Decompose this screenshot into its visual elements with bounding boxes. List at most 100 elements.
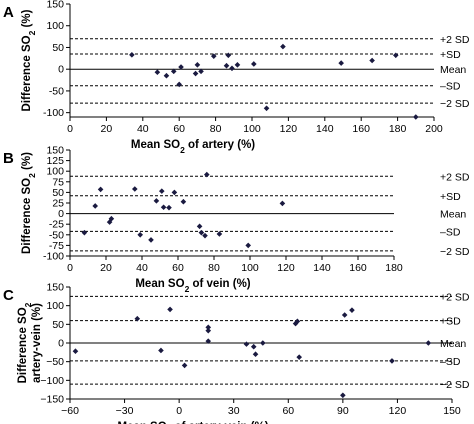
y-tick-label: −100 (40, 375, 64, 387)
y-tick-label: 50 (52, 42, 64, 54)
x-tick-label: 20 (100, 262, 112, 274)
y-tick-label: −50 (46, 356, 64, 368)
reference-line-label: +SD (440, 316, 461, 328)
data-point (106, 219, 113, 225)
data-point (81, 229, 88, 236)
data-point (180, 198, 187, 205)
y-tick-label: 0 (58, 338, 64, 350)
x-tick-label: 90 (337, 405, 349, 417)
y-tick-label: 100 (46, 20, 64, 32)
y-tick-label: -50 (49, 85, 64, 97)
data-point (349, 307, 355, 313)
y-axis-title: Difference SO2 (17, 302, 33, 383)
x-tick-label: 160 (352, 123, 370, 135)
x-tick-label: 120 (277, 262, 295, 274)
data-point (154, 69, 161, 76)
data-point (198, 68, 204, 75)
data-point (198, 229, 205, 236)
y-tick-label: -100 (43, 107, 64, 119)
data-point (425, 340, 432, 346)
data-point (171, 189, 178, 196)
data-point (216, 231, 223, 237)
y-tick-label: 100 (46, 166, 64, 178)
y-tick-label: 150 (46, 0, 64, 11)
data-point (250, 343, 257, 350)
data-point (243, 341, 250, 347)
x-tick-label: 0 (176, 405, 182, 417)
data-point (229, 65, 235, 72)
x-tick-label: 40 (136, 262, 148, 274)
x-tick-label: 200 (425, 123, 443, 135)
data-point (167, 306, 173, 313)
data-point (338, 60, 344, 66)
data-point (251, 61, 257, 67)
y-tick-label: 75 (52, 176, 64, 188)
panel-letter: C (3, 287, 14, 304)
x-tick-label: 120 (389, 405, 407, 417)
data-point (392, 52, 399, 59)
y-tick-label: -75 (49, 240, 64, 252)
data-point (159, 188, 165, 194)
data-point (234, 62, 241, 68)
data-point (205, 324, 212, 331)
x-tick-label: 120 (280, 123, 298, 135)
data-point (132, 186, 138, 192)
data-point (205, 338, 212, 344)
x-tick-label: 60 (282, 405, 294, 417)
reference-line-label: +2 SD (440, 291, 470, 303)
data-point (72, 348, 79, 355)
x-tick-label: 80 (208, 262, 220, 274)
data-point (170, 68, 177, 75)
data-point (202, 232, 208, 239)
y-tick-label: 50 (52, 187, 64, 199)
data-point (129, 52, 135, 58)
reference-line-label: –SD (440, 81, 461, 93)
data-point (210, 53, 217, 59)
y-tick-label: 0 (58, 64, 64, 76)
data-point (294, 318, 301, 325)
y-tick-label: -50 (49, 229, 64, 241)
x-axis-title: Mean SO2 of vein (%) (135, 278, 250, 294)
data-point (148, 237, 154, 243)
y-tick-label: -100 (43, 251, 64, 263)
y-tick-label: 0 (58, 208, 64, 220)
data-point (223, 62, 230, 69)
data-point (137, 232, 143, 238)
data-point (389, 358, 395, 364)
x-tick-label: 80 (210, 123, 222, 135)
y-axis-title-line-2: artery-vein (%) (31, 303, 43, 383)
reference-line-label: +SD (440, 191, 461, 203)
x-tick-label: 180 (385, 262, 403, 274)
reference-line-label: Mean (440, 64, 466, 76)
x-axis-title: Mean SO2 of artery (%) (131, 139, 255, 155)
panel-letter: A (3, 4, 14, 21)
data-point (166, 204, 172, 211)
data-point (92, 203, 98, 209)
data-point (296, 354, 302, 360)
x-tick-label: 100 (241, 262, 259, 274)
data-point (176, 81, 182, 88)
x-tick-label: −30 (116, 405, 134, 417)
x-tick-label: −60 (61, 405, 79, 417)
reference-line-label: +2 SD (440, 171, 470, 183)
x-tick-label: 150 (443, 405, 461, 417)
data-point (341, 312, 348, 318)
reference-line-label: +SD (440, 49, 461, 61)
data-point (225, 52, 232, 59)
data-point (178, 64, 184, 70)
data-point (292, 320, 299, 327)
x-tick-label: 0 (67, 262, 73, 274)
data-point (245, 242, 251, 249)
data-point (340, 392, 346, 399)
data-point (163, 72, 170, 79)
x-tick-label: 20 (101, 123, 113, 135)
x-tick-label: 160 (349, 262, 367, 274)
y-tick-label: 150 (46, 282, 64, 294)
data-point (158, 347, 164, 354)
data-point (280, 43, 286, 50)
y-axis-title: Difference SO2 (%) (21, 9, 37, 111)
panel-letter: B (3, 150, 14, 167)
reference-line-label: Mean (440, 338, 466, 350)
